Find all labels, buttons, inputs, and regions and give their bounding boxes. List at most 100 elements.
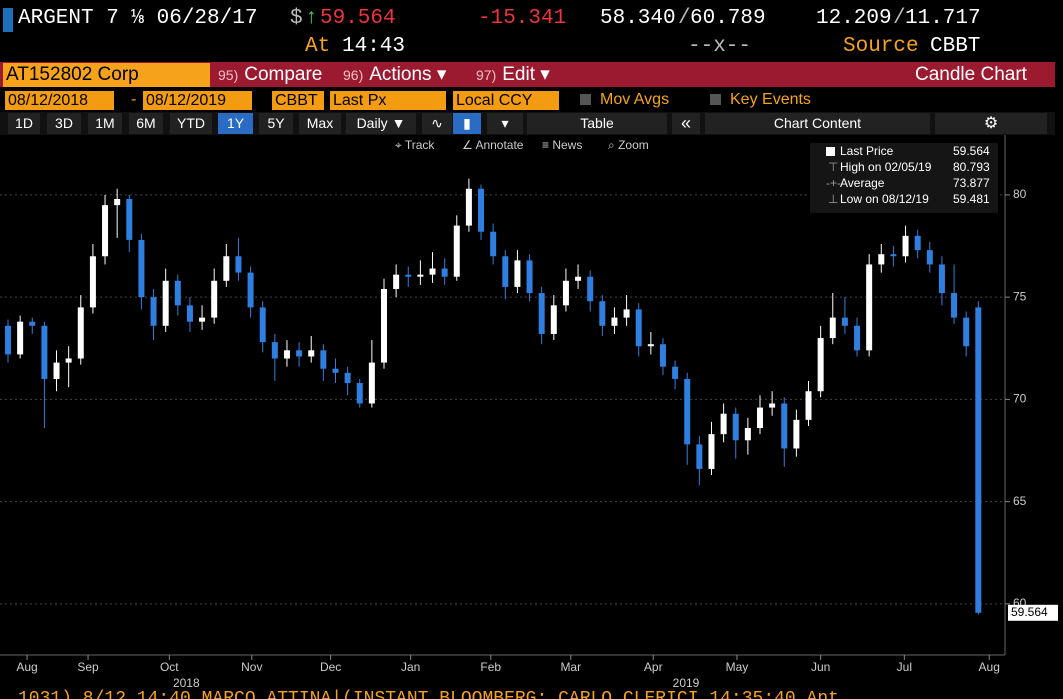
frequency[interactable]: Daily ▼ [346, 113, 416, 134]
menu-label: Compare [244, 64, 323, 85]
candle-body [490, 231, 497, 257]
candle-body [53, 362, 60, 379]
candle-body [696, 444, 703, 469]
x-tick-label: Aug [16, 660, 37, 674]
bid-yield: 12.209 [816, 7, 892, 30]
date-sep: - [131, 91, 137, 108]
x-tick-label: Mar [560, 660, 581, 674]
start-date[interactable]: 08/12/2018 [5, 91, 114, 110]
menu-item[interactable]: 96) Actions ▾ [343, 62, 446, 87]
menu-label: Actions ▾ [369, 64, 447, 85]
settings[interactable]: ⚙ [935, 113, 1047, 134]
x-tick-label: Oct [160, 660, 179, 674]
legend-value: 59.564 [953, 144, 990, 158]
key-events[interactable]: Key Events [730, 91, 811, 108]
tool[interactable]: ∠ Annotate [462, 138, 524, 152]
checkbox[interactable] [580, 94, 591, 105]
dropdown[interactable]: ▾ [487, 113, 523, 134]
candle-icon[interactable]: ▮ [453, 113, 481, 134]
candle-body [126, 199, 133, 240]
candle-body [562, 280, 569, 306]
legend-value: 80.793 [953, 160, 990, 174]
price-field[interactable]: Last Px [330, 91, 446, 110]
menu-num: 96) [343, 67, 364, 83]
chart-type: Candle Chart [915, 64, 1027, 85]
end-date[interactable]: 08/12/2019 [143, 91, 252, 110]
menu-item[interactable]: 97) Edit ▾ [476, 62, 550, 87]
period-button[interactable]: Max [299, 113, 341, 134]
chart-content[interactable]: Chart Content [705, 113, 930, 134]
x-tick-label: Dec [320, 660, 341, 674]
tool-label: Zoom [618, 138, 649, 152]
tool-label: Track [404, 138, 435, 152]
candle-body [89, 256, 96, 308]
period-button[interactable]: 1Y [218, 113, 253, 134]
candle-body [647, 344, 654, 347]
period-button[interactable]: 1M [88, 113, 122, 134]
x-tick-label: Jun [811, 660, 830, 674]
candle-body [611, 317, 618, 326]
candle-body [138, 239, 145, 298]
candle-body [514, 260, 521, 287]
marker [3, 8, 13, 32]
candle-body [429, 268, 436, 275]
x-tick-label: Jul [897, 660, 912, 674]
y-tick-label: 80 [1013, 187, 1027, 201]
candle-body [890, 254, 897, 257]
size: --x-- [688, 35, 752, 58]
slash: / [893, 7, 906, 30]
legend-label: Last Price [840, 144, 894, 158]
candle-body [732, 413, 739, 441]
bid: 58.340 [600, 7, 676, 30]
candle-body [381, 288, 388, 363]
candle-body [393, 274, 400, 289]
x-tick-label: Nov [241, 660, 262, 674]
period-button[interactable]: 6M [129, 113, 163, 134]
y-tick-label: 75 [1013, 289, 1027, 303]
candle-body [756, 407, 763, 429]
time-label: At [305, 35, 331, 58]
period-button[interactable]: YTD [170, 113, 212, 134]
candle-body [878, 254, 885, 265]
mov-avgs[interactable]: Mov Avgs [600, 91, 670, 108]
tool[interactable]: ⌖ Track [395, 138, 435, 152]
table-button[interactable]: Table [527, 113, 667, 134]
candle-body [744, 428, 751, 441]
ticker-input[interactable]: AT152802 Corp [3, 63, 210, 87]
tool[interactable]: ≡ News [542, 138, 583, 152]
x-tick-label: May [726, 660, 749, 674]
candle-body [102, 205, 109, 257]
candle-body [77, 307, 84, 359]
legend-label: Average [840, 176, 885, 190]
legend-row: -+- Average 73.877 [826, 176, 990, 190]
candle-body [684, 378, 691, 445]
menu-item[interactable]: 95) Compare [218, 62, 322, 87]
legend-row: ⊤ High on 02/05/19 80.793 [828, 160, 990, 174]
menu-num: 95) [218, 67, 239, 83]
period-button[interactable]: 3D [47, 113, 81, 134]
legend-label: Low on 08/12/19 [840, 192, 929, 206]
period-button[interactable]: 5Y [259, 113, 293, 134]
currency-field[interactable]: Local CCY [453, 91, 559, 110]
candle-body [623, 309, 630, 318]
candle-body [283, 350, 290, 359]
candle-body [405, 274, 412, 277]
candle-body [526, 260, 533, 294]
candle-body [659, 344, 666, 367]
ask-yield: 11.717 [905, 7, 981, 30]
source-field[interactable]: CBBT [272, 91, 324, 110]
checkbox[interactable] [710, 94, 721, 105]
line-icon[interactable]: ∿ [422, 113, 452, 134]
x-tick-label: Apr [644, 660, 663, 674]
candle-body [478, 188, 485, 232]
collapse[interactable]: « [672, 113, 700, 134]
candle-body [308, 350, 315, 357]
candle-body [635, 309, 642, 347]
period-button[interactable]: 1D [8, 113, 40, 134]
candle-body [854, 325, 861, 351]
tool[interactable]: ⌕ Zoom [608, 138, 649, 152]
candle-body [332, 368, 339, 373]
legend-value: 59.481 [953, 192, 990, 206]
candle-body [41, 325, 48, 379]
candle-body [5, 325, 12, 355]
